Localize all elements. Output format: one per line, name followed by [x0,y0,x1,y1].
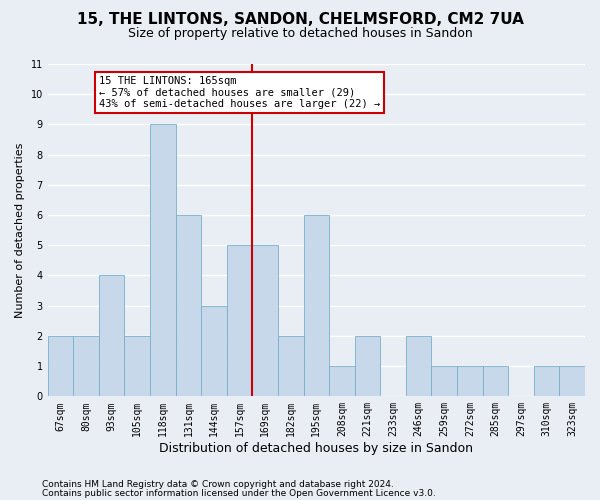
Text: Size of property relative to detached houses in Sandon: Size of property relative to detached ho… [128,28,472,40]
Bar [329,366,355,396]
Y-axis label: Number of detached properties: Number of detached properties [15,142,25,318]
Bar [73,336,99,396]
Text: 15 THE LINTONS: 165sqm
← 57% of detached houses are smaller (29)
43% of semi-det: 15 THE LINTONS: 165sqm ← 57% of detached… [99,76,380,110]
X-axis label: Distribution of detached houses by size in Sandon: Distribution of detached houses by size … [160,442,473,455]
Bar [457,366,482,396]
Bar [482,366,508,396]
Bar [227,246,253,396]
Text: Contains public sector information licensed under the Open Government Licence v3: Contains public sector information licen… [42,488,436,498]
Bar [176,215,201,396]
Bar [99,276,124,396]
Bar [150,124,176,396]
Bar [47,336,73,396]
Bar [355,336,380,396]
Bar [278,336,304,396]
Bar [124,336,150,396]
Text: 15, THE LINTONS, SANDON, CHELMSFORD, CM2 7UA: 15, THE LINTONS, SANDON, CHELMSFORD, CM2… [77,12,523,28]
Text: Contains HM Land Registry data © Crown copyright and database right 2024.: Contains HM Land Registry data © Crown c… [42,480,394,489]
Bar [559,366,585,396]
Bar [253,246,278,396]
Bar [406,336,431,396]
Bar [534,366,559,396]
Bar [201,306,227,396]
Bar [431,366,457,396]
Bar [304,215,329,396]
